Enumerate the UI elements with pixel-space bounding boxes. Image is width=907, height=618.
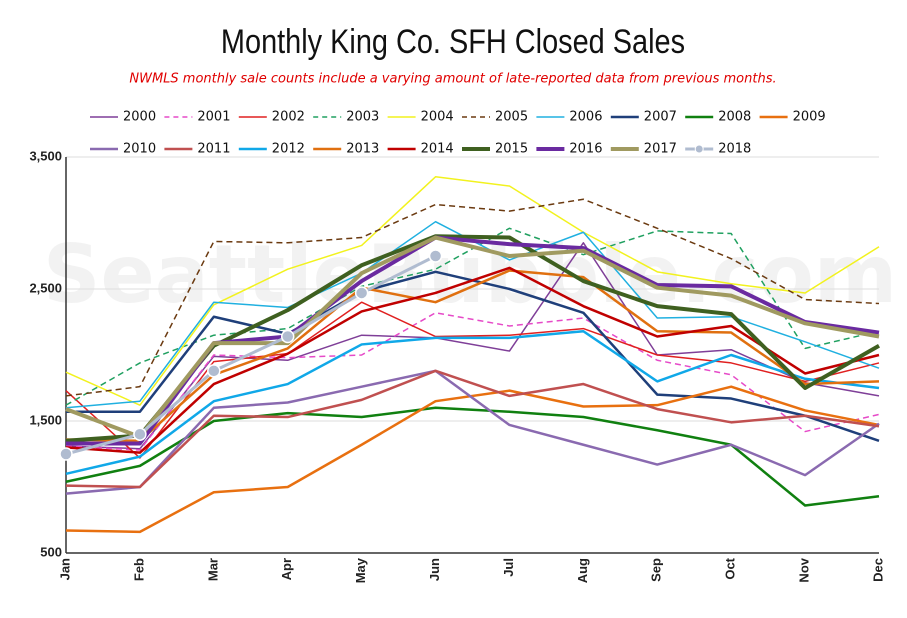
series-line: [65, 329, 880, 476]
x-tick-label: May: [353, 557, 368, 583]
series-line: [65, 254, 437, 456]
series-marker: [428, 249, 443, 263]
series-line: [65, 301, 880, 459]
x-tick-label: Aug: [575, 558, 590, 583]
legend-label: 2005: [495, 110, 528, 125]
series-marker: [280, 329, 295, 344]
series-line: [65, 176, 880, 406]
x-tick-label: Jun: [427, 558, 442, 581]
series-marker: [133, 427, 147, 441]
legend-label: 2017: [644, 142, 677, 157]
legend-label: 2013: [346, 142, 379, 157]
chart-subtitle: NWMLS monthly sale counts include a vary…: [129, 72, 776, 87]
legend-label: 2000: [123, 110, 156, 125]
series-line: [65, 235, 880, 439]
x-tick-label: Nov: [797, 557, 812, 582]
legend-label: 2014: [421, 142, 454, 157]
series-line: [65, 369, 880, 489]
series-line: [65, 385, 880, 534]
y-tick-label: 1,500: [29, 412, 62, 427]
series-marker: [354, 286, 369, 300]
legend-label: 2001: [197, 110, 230, 125]
x-tick-label: Oct: [723, 557, 738, 579]
y-tick-label: 3,500: [29, 148, 62, 163]
x-tick-label: Sep: [649, 558, 664, 582]
legend-label: 2015: [495, 142, 528, 157]
series-line: [65, 198, 880, 397]
legend-label: 2010: [123, 142, 156, 157]
legend-label: 2016: [569, 142, 602, 157]
series-line: [65, 269, 880, 443]
chart-title: Monthly King Co. SFH Closed Sales: [221, 22, 685, 61]
series-line: [65, 312, 880, 451]
series-marker: [59, 447, 73, 461]
legend-label: 2004: [421, 110, 454, 125]
x-tick-label: Dec: [870, 558, 885, 582]
legend-marker: [694, 144, 704, 154]
y-tick-label: 2,500: [29, 280, 62, 295]
x-tick-label: Jan: [57, 558, 72, 580]
legend-label: 2009: [793, 110, 826, 125]
legend-label: 2006: [569, 110, 602, 125]
x-tick-label: Feb: [131, 558, 146, 581]
series-marker: [207, 364, 221, 378]
series-line: [65, 369, 880, 495]
y-tick-label: 500: [40, 544, 62, 559]
legend-label: 2008: [718, 110, 751, 125]
x-tick-label: Mar: [205, 558, 220, 581]
legend-label: 2003: [346, 110, 379, 125]
legend-label: 2012: [272, 142, 305, 157]
legend-label: 2002: [272, 110, 305, 125]
series-line: [65, 266, 880, 454]
x-tick-label: Apr: [279, 558, 294, 580]
legend-label: 2007: [644, 110, 677, 125]
legend-label: 2011: [197, 142, 230, 157]
x-tick-label: Jul: [501, 558, 516, 577]
legend-label: 2018: [718, 142, 751, 157]
